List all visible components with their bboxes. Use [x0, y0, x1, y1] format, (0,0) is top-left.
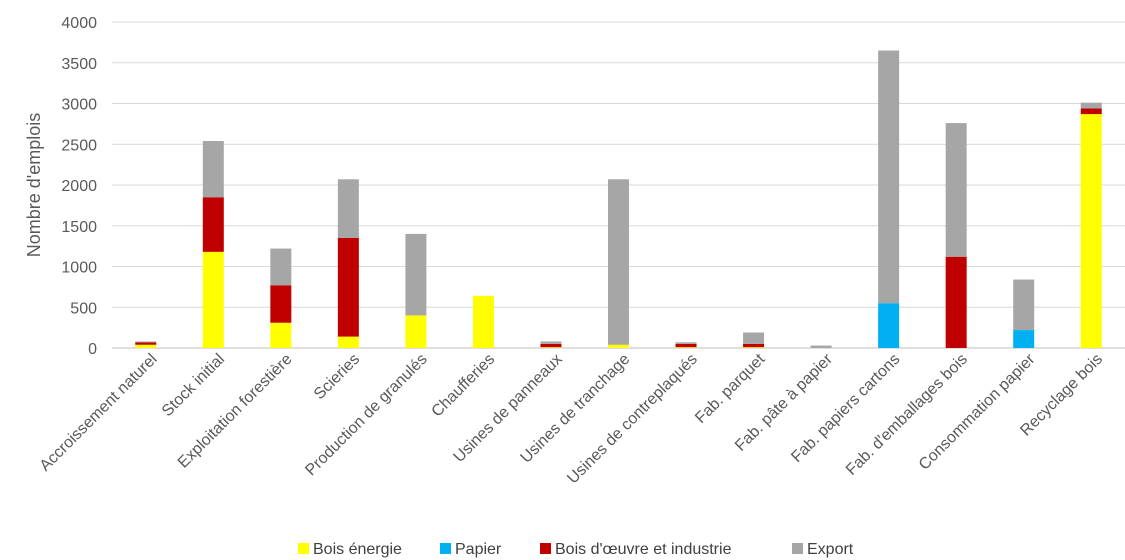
bar-segment	[135, 344, 157, 348]
x-tick-label: Exploitation forestière	[175, 351, 296, 472]
bar-segment	[337, 179, 359, 238]
bar-segment	[878, 50, 900, 304]
bars	[135, 50, 1102, 348]
y-tick-label: 0	[88, 341, 97, 358]
y-tick-label: 500	[70, 300, 97, 317]
x-tick-label: Fab. d'emballages bois	[843, 351, 971, 479]
bar-segment	[945, 123, 967, 257]
x-tick-label: Accroissement naturel	[37, 351, 161, 475]
bar-segment	[135, 341, 157, 343]
bar-segment	[743, 343, 765, 348]
y-tick-label: 3000	[61, 97, 97, 114]
bar-segment	[878, 303, 900, 348]
legend-label: Export	[807, 541, 854, 558]
bar-segment	[945, 256, 967, 348]
x-tick-label: Scieries	[311, 351, 363, 403]
bar-segment	[472, 295, 494, 348]
bar-segment	[337, 237, 359, 337]
bar-segment	[202, 140, 224, 198]
bar-segment	[1013, 279, 1035, 331]
legend-swatch	[540, 543, 551, 554]
bar-segment	[405, 315, 427, 348]
bar-segment	[1013, 330, 1035, 348]
bar-segment	[743, 332, 765, 344]
y-tick-label: 2000	[61, 178, 97, 195]
bar-segment	[675, 343, 697, 348]
bar-segment	[1080, 108, 1102, 115]
y-tick-label: 2500	[61, 137, 97, 154]
bar-segment	[810, 345, 832, 348]
x-tick-label: Usines de contreplaqués	[564, 351, 701, 488]
bar-segment	[135, 342, 157, 345]
legend-swatch	[440, 543, 451, 554]
bar-segment	[608, 344, 629, 348]
bar-segment	[540, 343, 562, 348]
bar-segment	[675, 342, 697, 344]
y-tick-label: 3500	[61, 56, 97, 73]
x-tick-label: Stock initial	[159, 351, 228, 420]
y-axis-label: Nombre d'emplois	[24, 113, 44, 258]
legend-label: Papier	[455, 541, 502, 558]
legend-label: Bois d'œuvre et industrie	[555, 541, 732, 558]
bar-segment	[540, 347, 562, 348]
bar-segment	[608, 179, 629, 345]
x-tick-label: Production de granulés	[302, 351, 430, 479]
bar-segment	[270, 285, 292, 323]
legend-swatch	[298, 543, 309, 554]
bar-segment	[202, 251, 224, 348]
legend: Bois énergie Papier Bois d'œuvre et indust…	[298, 541, 854, 558]
x-tick-label: Consommation papier	[916, 350, 1039, 473]
bar-segment	[337, 336, 359, 348]
y-tick-label: 4000	[61, 15, 97, 32]
y-axis-ticks: 0 500 1000 1500 2000 2500 3000 3500 4000	[61, 15, 97, 358]
bar-segment	[202, 197, 224, 252]
bar-segment	[405, 233, 427, 316]
bar-segment	[675, 347, 697, 348]
legend-label: Bois énergie	[313, 541, 402, 558]
bar-segment	[540, 341, 562, 344]
x-tick-label: Fab. parquet	[692, 350, 769, 427]
y-tick-label: 1500	[61, 219, 97, 236]
y-tick-label: 1000	[61, 260, 97, 277]
bar-segment	[743, 347, 765, 348]
x-tick-label: Usines de tranchage	[518, 351, 634, 467]
x-tick-label: Chaufferies	[429, 351, 499, 421]
legend-swatch	[792, 543, 803, 554]
bar-segment	[270, 248, 292, 286]
bar-segment	[1080, 114, 1102, 348]
bar-segment	[270, 322, 292, 348]
bar-segment	[1080, 102, 1102, 109]
